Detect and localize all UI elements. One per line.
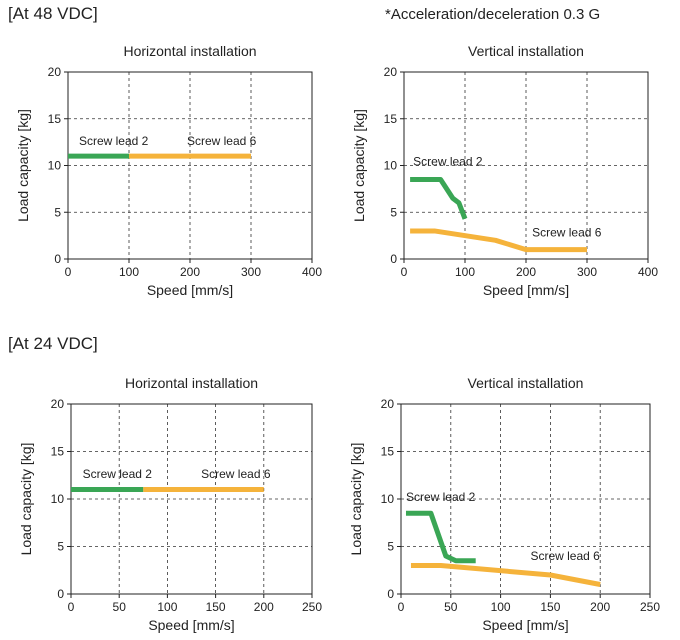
chart-panel-1: Horizontal installation 0 100 200 300 400 0 5 10…	[15, 43, 322, 298]
x-tick-label: 200	[516, 265, 536, 279]
series-line-screw-lead-2	[410, 177, 468, 220]
series-annotation: Screw lead 6	[532, 226, 602, 240]
x-tick-label: 0	[68, 600, 75, 614]
x-tick-label: 400	[302, 265, 322, 279]
y-tick-label: 15	[381, 445, 395, 459]
x-tick-label: 250	[640, 600, 660, 614]
series-line-screw-lead-6	[410, 228, 587, 253]
y-tick-label: 10	[381, 492, 395, 506]
y-axis-label: Load capacity [kg]	[351, 109, 367, 222]
chart-title: Vertical installation	[468, 43, 584, 59]
y-tick-label: 5	[57, 540, 64, 554]
y-axis-label: Load capacity [kg]	[348, 443, 364, 556]
y-tick-label: 0	[390, 252, 397, 266]
section-title-24vdc: [At 24 VDC]	[8, 334, 98, 353]
x-tick-label: 100	[119, 265, 139, 279]
y-tick-label: 5	[387, 540, 394, 554]
x-tick-label: 100	[157, 600, 177, 614]
series-annotation: Screw lead 2	[83, 467, 153, 481]
series-annotation: Screw lead 6	[201, 467, 271, 481]
x-tick-label: 100	[491, 600, 511, 614]
y-axis-label: Load capacity [kg]	[18, 443, 34, 556]
x-tick-label: 150	[540, 600, 560, 614]
y-tick-label: 5	[390, 205, 397, 219]
y-tick-label: 15	[384, 112, 398, 126]
y-tick-label: 20	[384, 65, 398, 79]
section-title-48vdc: [At 48 VDC]	[8, 4, 98, 23]
chart-title: Horizontal installation	[123, 43, 256, 59]
series-line-screw-lead-2	[405, 510, 476, 564]
chart-panel-4: Vertical installation 0 50 100 150 200 250 0 5 10…	[348, 375, 660, 633]
series-annotation: Screw lead 2	[79, 134, 149, 148]
series-annotation: Screw lead 2	[413, 155, 483, 169]
y-tick-label: 0	[387, 587, 394, 601]
series-annotation: Screw lead 6	[530, 549, 600, 563]
chart-title: Horizontal installation	[125, 375, 258, 391]
y-tick-label: 15	[48, 112, 62, 126]
x-tick-label: 400	[638, 265, 658, 279]
x-tick-label: 200	[590, 600, 610, 614]
x-tick-label: 300	[241, 265, 261, 279]
y-tick-label: 10	[51, 492, 65, 506]
series-line-screw-lead-6	[410, 563, 601, 587]
chart-title: Vertical installation	[468, 375, 584, 391]
y-tick-label: 10	[48, 159, 62, 173]
x-axis-label: Speed [mm/s]	[148, 617, 234, 633]
y-tick-label: 0	[54, 252, 61, 266]
x-tick-label: 300	[577, 265, 597, 279]
chart-panel-2: Vertical installation 0 100 200 300 400 0 5 10 15…	[351, 43, 658, 298]
x-axis-label: Speed [mm/s]	[483, 282, 569, 298]
x-tick-label: 0	[401, 265, 408, 279]
y-axis-label: Load capacity [kg]	[15, 109, 31, 222]
x-tick-label: 0	[398, 600, 405, 614]
x-tick-label: 150	[206, 600, 226, 614]
x-tick-label: 100	[455, 265, 475, 279]
x-tick-label: 0	[65, 265, 72, 279]
y-tick-label: 20	[51, 397, 65, 411]
acceleration-note: *Acceleration/deceleration 0.3 G	[385, 6, 601, 23]
y-tick-label: 20	[48, 65, 62, 79]
series-annotation: Screw lead 2	[406, 490, 476, 504]
x-axis-label: Speed [mm/s]	[482, 617, 568, 633]
series-annotation: Screw lead 6	[187, 134, 257, 148]
y-tick-label: 0	[57, 587, 64, 601]
x-tick-label: 50	[444, 600, 458, 614]
y-tick-label: 10	[384, 159, 398, 173]
y-tick-label: 20	[381, 397, 395, 411]
x-axis-label: Speed [mm/s]	[147, 282, 233, 298]
y-tick-label: 15	[51, 445, 65, 459]
x-tick-label: 250	[302, 600, 322, 614]
chart-panel-3: Horizontal installation 0 50 100 150 200 250 0 5…	[18, 375, 322, 633]
x-tick-label: 200	[254, 600, 274, 614]
y-tick-label: 5	[54, 205, 61, 219]
x-tick-label: 50	[113, 600, 127, 614]
x-tick-label: 200	[180, 265, 200, 279]
